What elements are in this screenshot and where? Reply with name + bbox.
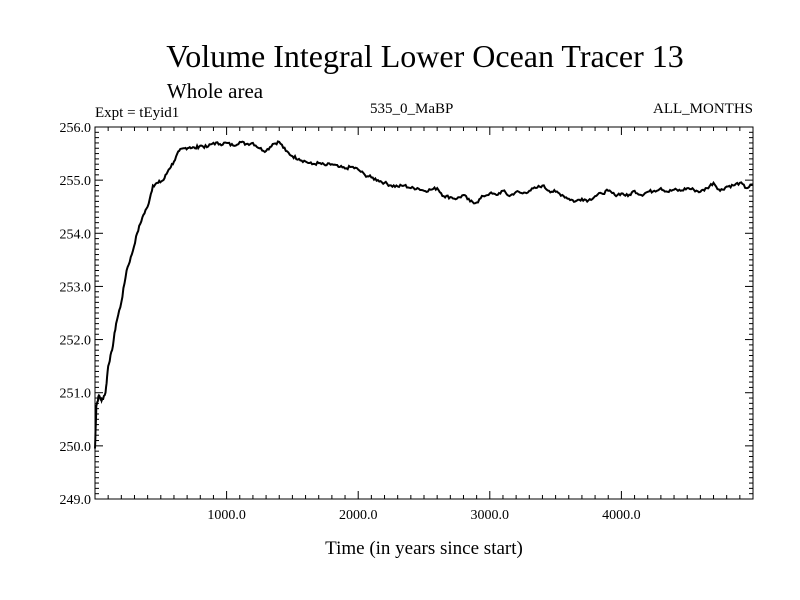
x-tick-label: 2000.0 [339, 508, 378, 523]
x-tick-label: 1000.0 [207, 508, 246, 523]
x-axis: 1000.0 2000.0 3000.0 4000.0 [94, 127, 754, 523]
months-label: ALL_MONTHS [653, 101, 753, 117]
experiment-label: Expt = tEyid1 [95, 105, 179, 121]
y-tick-label: 252.0 [60, 334, 92, 349]
x-tick-label: 3000.0 [471, 508, 510, 523]
series-line [94, 140, 754, 449]
chart-subtitle: Whole area [167, 79, 264, 103]
y-tick-label: 255.0 [60, 174, 92, 189]
y-axis: 249.0 250.0 251.0 252.0 253.0 254.0 255.0 256.0 [60, 121, 753, 508]
y-tick-label: 254.0 [60, 227, 92, 242]
y-tick-label: 249.0 [60, 493, 92, 508]
x-axis-label: Time (in years since start) [325, 538, 523, 559]
y-tick-label: 256.0 [60, 121, 92, 136]
y-tick-label: 250.0 [60, 440, 92, 455]
y-tick-label: 251.0 [60, 387, 92, 402]
y-tick-label: 253.0 [60, 280, 92, 295]
plot-frame [94, 126, 754, 500]
period-label: 535_0_MaBP [370, 101, 453, 117]
chart-title: Volume Integral Lower Ocean Tracer 13 [166, 38, 683, 74]
x-tick-label: 4000.0 [602, 508, 641, 523]
